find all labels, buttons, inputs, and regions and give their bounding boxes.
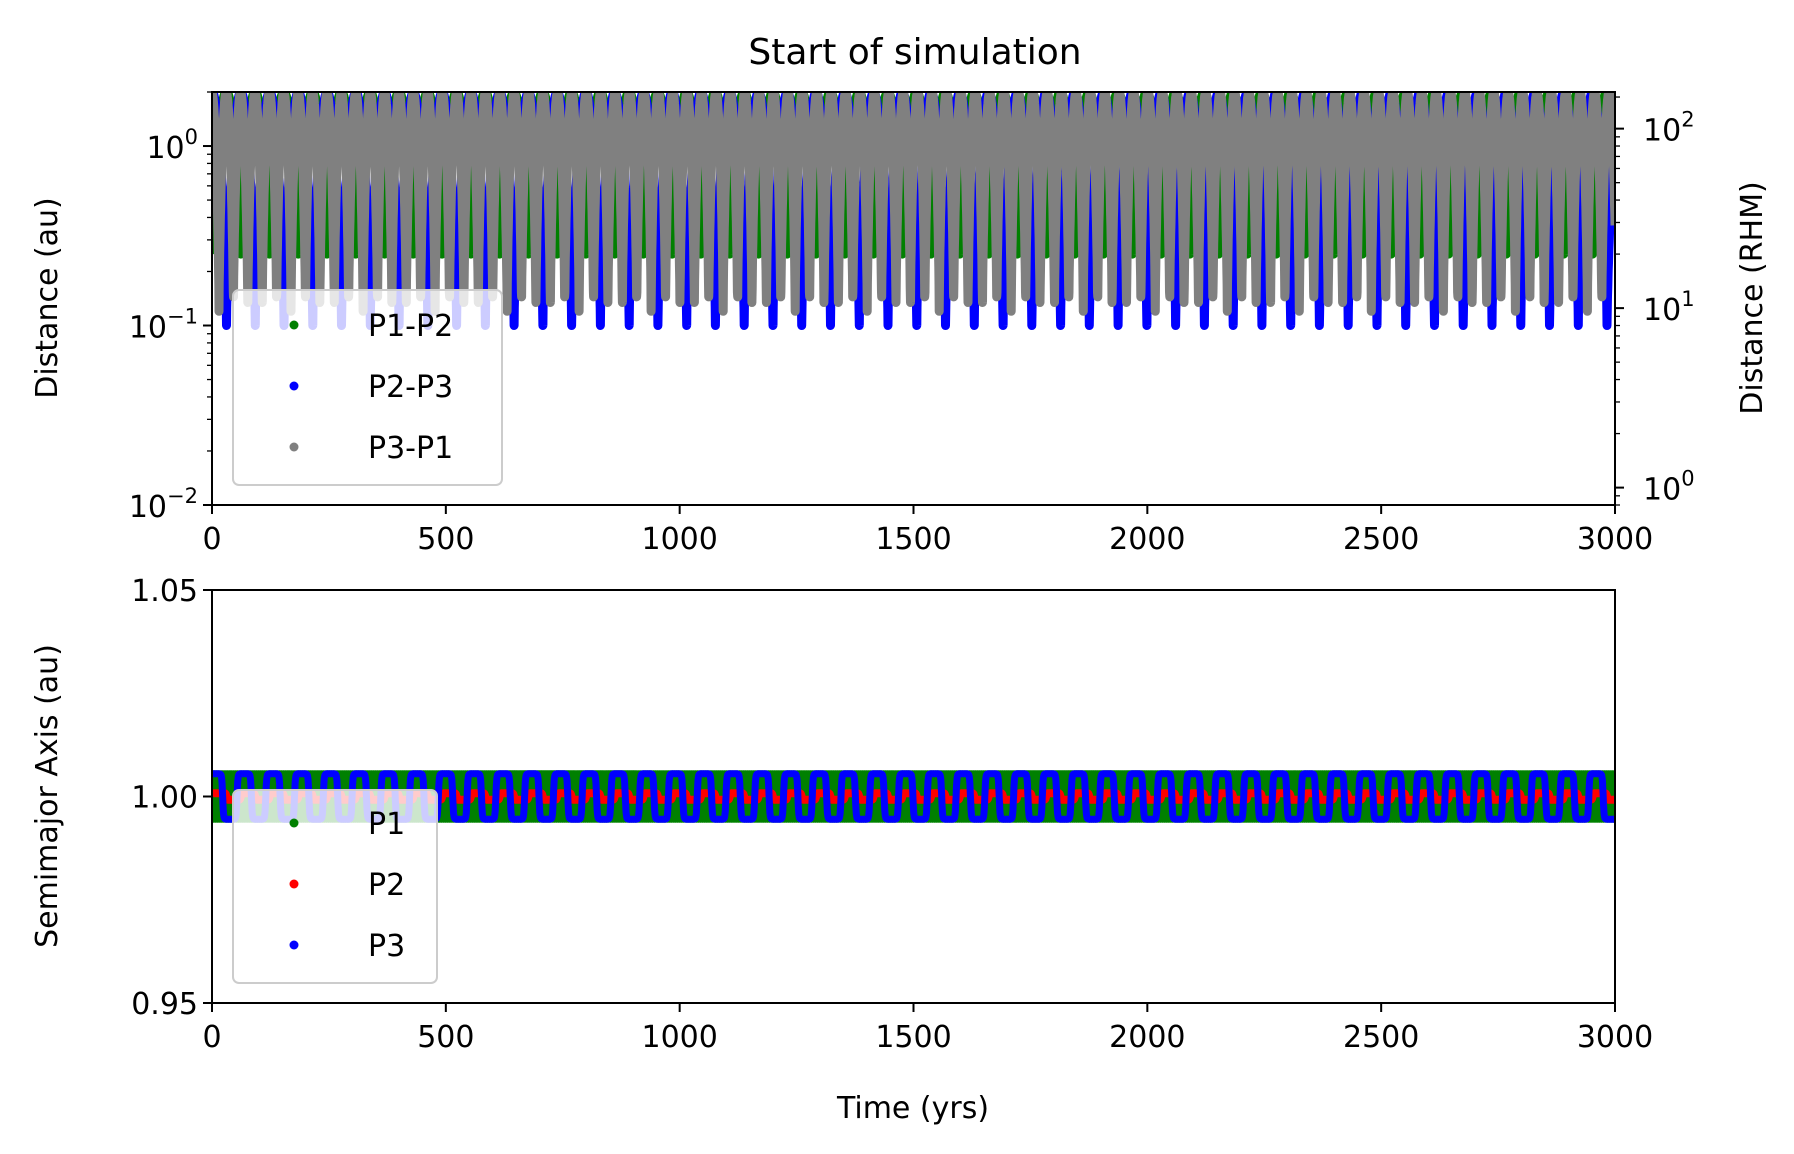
top-xtick-label-3000: 3000	[1577, 522, 1653, 557]
bottom-xtick-label-1000: 1000	[641, 1020, 717, 1055]
legend-marker-p1-p2	[289, 320, 299, 330]
legend-marker-p3-p1	[289, 442, 299, 452]
top-x-axis: 0 500 1000 1500 2000 2500 3000	[202, 505, 1653, 557]
top-xtick-label-2500: 2500	[1343, 522, 1419, 557]
bottom-xtick-label-0: 0	[202, 1020, 221, 1055]
bottom-y-axis-label: Semimajor Axis (au)	[30, 644, 65, 948]
legend-marker-p2	[289, 879, 299, 889]
series-p3-p1	[212, 92, 1615, 316]
bottom-legend-box	[232, 789, 438, 984]
bottom-x-axis: 0 500 1000 1500 2000 2500 3000	[202, 1003, 1653, 1055]
top-y-axis-label: Distance (au)	[30, 197, 65, 399]
legend-label-p1-p2: P1-P2	[368, 309, 453, 344]
legend-marker-p2-p3	[289, 381, 299, 391]
top-y2tick-label-0: 100	[1643, 467, 1695, 508]
bottom-xtick-label-2000: 2000	[1109, 1020, 1185, 1055]
bottom-legend: P1 P2 P3	[232, 789, 438, 984]
bottom-x-axis-label: Time (yrs)	[836, 1091, 989, 1126]
top-xtick-label-1500: 1500	[875, 522, 951, 557]
bottom-xtick-label-1500: 1500	[875, 1020, 951, 1055]
chart-title: Start of simulation	[748, 32, 1081, 73]
top-xtick-label-1000: 1000	[641, 522, 717, 557]
top-legend-box	[232, 289, 503, 486]
legend-label-p1: P1	[368, 807, 405, 842]
legend-label-p2: P2	[368, 868, 405, 903]
top-xtick-label-2000: 2000	[1109, 522, 1185, 557]
series-p3	[212, 770, 1615, 823]
bottom-ytick-label-1: 1.00	[131, 781, 198, 816]
bottom-panel: 0 500 1000 1500 2000 2500 3000 0.95 1.00 1.05 Ti…	[30, 574, 1653, 1126]
top-panel: Start of simulation 0 500 1000 1500 2000 2500…	[30, 32, 1770, 557]
bottom-y-axis: 0.95 1.00 1.05	[131, 574, 212, 1022]
bottom-xtick-label-2500: 2500	[1343, 1020, 1419, 1055]
top-y2-axis-label: Distance (RHM)	[1735, 181, 1770, 414]
top-xtick-label-0: 0	[202, 522, 221, 557]
legend-marker-p3	[289, 940, 299, 950]
bottom-series-layer	[212, 770, 1615, 823]
bottom-ytick-label-2: 1.05	[131, 574, 198, 609]
top-series-layer	[212, 92, 1615, 330]
legend-label-p3: P3	[368, 929, 405, 964]
top-xtick-label-500: 500	[417, 522, 474, 557]
bottom-xtick-label-500: 500	[417, 1020, 474, 1055]
legend-label-p3-p1: P3-P1	[368, 431, 453, 466]
bottom-ytick-label-0: 0.95	[131, 987, 198, 1022]
legend-label-p2-p3: P2-P3	[368, 370, 453, 405]
legend-marker-p1	[289, 818, 299, 828]
top-legend: P1-P2 P2-P3 P3-P1	[232, 289, 503, 486]
bottom-xtick-label-3000: 3000	[1577, 1020, 1653, 1055]
